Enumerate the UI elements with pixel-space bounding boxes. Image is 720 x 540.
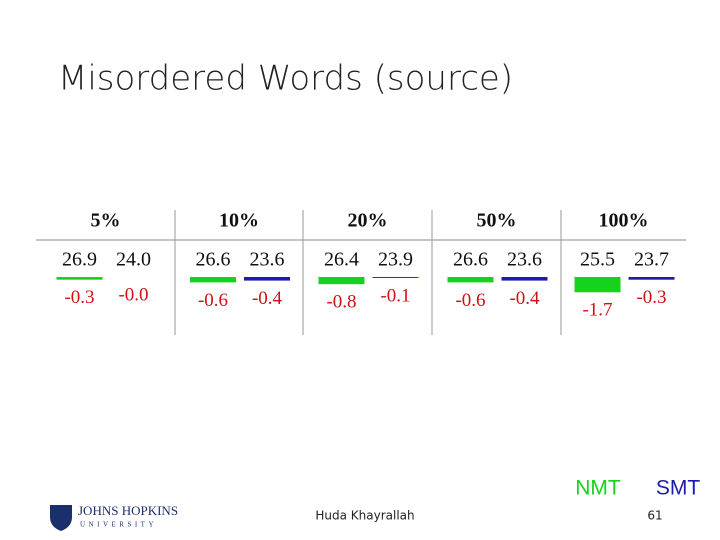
nmt-delta-bar xyxy=(447,277,494,283)
logo-subtext: UNIVERSITY xyxy=(80,521,157,529)
nmt-delta: -1.7 xyxy=(582,300,612,321)
nmt-delta-bar xyxy=(574,277,621,293)
legend-entry: SMT xyxy=(656,477,701,500)
smt-score: 23.9 xyxy=(378,249,413,271)
smt-delta: -0.1 xyxy=(380,285,410,306)
page-number: 61 xyxy=(647,509,662,523)
nmt-score: 26.6 xyxy=(453,249,488,271)
nmt-score: 25.5 xyxy=(580,249,615,271)
nmt-score: 26.6 xyxy=(196,249,231,271)
slide-title: Misordered Words (source) xyxy=(58,59,513,99)
logo-text: JOHNS HOPKINS xyxy=(78,503,178,518)
nmt-delta: -0.6 xyxy=(455,290,485,311)
column-header: 20% xyxy=(348,210,388,232)
nmt-delta: -0.3 xyxy=(64,287,94,308)
nmt-delta-bar xyxy=(56,277,103,280)
smt-delta-bar xyxy=(501,277,548,281)
logo: JOHNS HOPKINS UNIVERSITY xyxy=(50,503,178,531)
nmt-delta: -0.6 xyxy=(198,290,228,311)
smt-delta: -0.3 xyxy=(636,287,666,308)
nmt-score: 26.4 xyxy=(324,249,359,271)
column-header: 100% xyxy=(599,210,649,232)
smt-delta-bar xyxy=(244,277,290,281)
legend-entry: NMT xyxy=(575,477,621,500)
smt-delta: -0.4 xyxy=(509,288,540,309)
smt-delta-bar xyxy=(372,277,419,278)
nmt-delta-bar xyxy=(190,277,236,283)
nmt-score: 26.9 xyxy=(62,249,97,271)
smt-delta: -0.4 xyxy=(252,288,283,309)
smt-score: 23.6 xyxy=(250,249,285,271)
column-header: 5% xyxy=(91,210,121,232)
smt-score: 23.7 xyxy=(634,249,669,271)
author: Huda Khayrallah xyxy=(315,509,414,523)
smt-delta: -0.0 xyxy=(118,284,148,305)
smt-score: 24.0 xyxy=(116,249,151,271)
column-header: 50% xyxy=(477,210,517,232)
smt-delta-bar xyxy=(628,277,675,280)
nmt-delta-bar xyxy=(318,277,365,285)
nmt-delta: -0.8 xyxy=(326,292,356,313)
smt-score: 23.6 xyxy=(507,249,542,271)
column-header: 10% xyxy=(219,210,259,232)
logo-shield xyxy=(50,505,72,531)
